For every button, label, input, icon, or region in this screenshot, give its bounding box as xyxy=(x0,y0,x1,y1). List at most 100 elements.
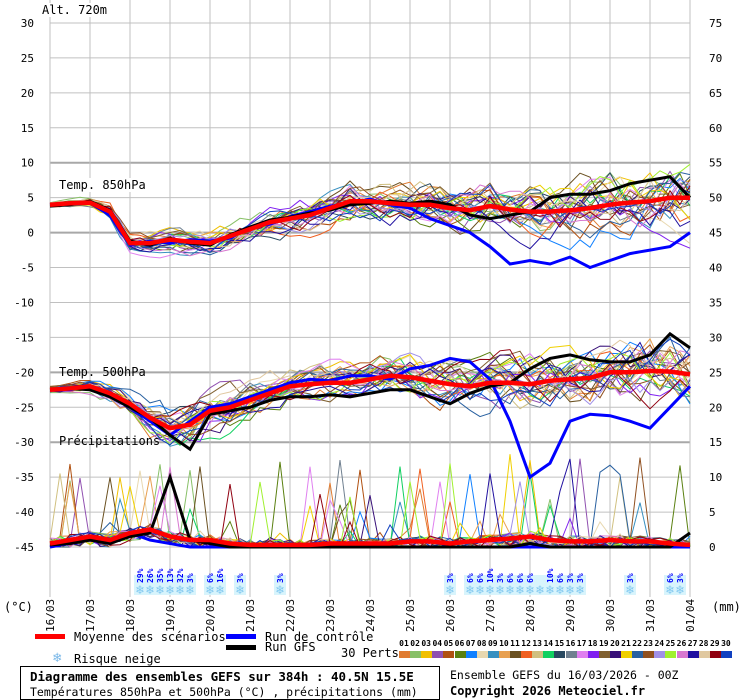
member-number: 29 xyxy=(709,639,720,648)
snow-risk-percent: 3% xyxy=(626,573,635,583)
mean-t500-line xyxy=(49,368,691,431)
left-tick-label: 15 xyxy=(21,122,34,135)
member-swatch xyxy=(421,651,433,658)
member-19-t500-line xyxy=(49,350,691,424)
member-number: 18 xyxy=(587,639,598,648)
copyright: Copyright 2026 Meteociel.fr xyxy=(450,684,646,698)
member-swatch xyxy=(410,651,422,658)
member-swatch xyxy=(698,651,710,658)
snowflake-icon: ❄ xyxy=(475,583,484,598)
right-tick-label: 60 xyxy=(709,122,722,135)
snowflake-icon: ❄ xyxy=(675,583,684,598)
snow-risk-percent: 3% xyxy=(496,573,505,583)
date-tick-label: 31/03 xyxy=(644,599,657,632)
panel-label-850: Temp. 850hPa xyxy=(59,178,146,192)
right-tick-label: 40 xyxy=(709,262,722,275)
right-tick-label: 0 xyxy=(709,541,716,554)
member-number: 10 xyxy=(499,639,509,648)
snow-risk-percent: 3% xyxy=(576,573,585,583)
snow-risk-percent: 3% xyxy=(676,573,685,583)
legend-gfs-swatch xyxy=(226,645,256,650)
left-tick-label: -35 xyxy=(14,471,34,484)
snowflake-icon: ❄ xyxy=(205,583,214,598)
right-tick-label: 20 xyxy=(709,401,722,414)
member-27-t500-line xyxy=(49,341,691,425)
member-07-t500-line xyxy=(49,341,691,422)
member-number: 19 xyxy=(598,639,609,648)
panel-label-500: Temp. 500hPa xyxy=(59,365,146,379)
member-number: 24 xyxy=(654,639,665,648)
snow-risk-bg xyxy=(554,575,566,595)
member-number: 21 xyxy=(621,639,631,648)
left-tick-label: 20 xyxy=(21,87,34,100)
snow-risk-percent: 3% xyxy=(236,573,245,583)
main-lines xyxy=(49,175,692,549)
snow-risk-percent: 6% xyxy=(526,573,535,583)
snow-risk-bg xyxy=(624,575,636,595)
snowflake-icon: ❄ xyxy=(515,583,524,598)
member-number: 04 xyxy=(432,639,443,648)
member-30-t850-line xyxy=(49,184,691,253)
member-swatch xyxy=(687,651,699,658)
date-tick-label: 29/03 xyxy=(564,599,577,632)
altitude-label: Alt. 720m xyxy=(42,3,108,17)
snow-risk-bg xyxy=(204,575,216,595)
legend-perts-label: 30 Perts. xyxy=(341,646,407,660)
legend-mean-label: Moyenne des scénarios xyxy=(74,630,226,644)
snow-risk-bg xyxy=(144,575,156,595)
snowflake-icon: ❄ xyxy=(525,583,534,598)
snowflake-icon: ❄ xyxy=(53,650,62,666)
member-number: 30 xyxy=(721,639,731,648)
snowflake-icon: ❄ xyxy=(185,583,194,598)
left-tick-label: -15 xyxy=(14,331,34,344)
date-tick-label: 28/03 xyxy=(524,599,537,632)
snow-risk-bg xyxy=(504,575,516,595)
member-number: 05 xyxy=(443,639,454,648)
member-swatch xyxy=(576,651,588,658)
snow-risk-bg xyxy=(444,575,456,595)
right-tick-label: 50 xyxy=(709,192,722,205)
member-swatch xyxy=(554,651,566,658)
snow-risk-percent: 10% xyxy=(546,568,555,583)
snow-risk-percent: 6% xyxy=(556,573,565,583)
snow-risk-bg xyxy=(184,575,196,595)
legend-gfs-label: Run GFS xyxy=(265,640,316,654)
member-swatch xyxy=(643,651,655,658)
snow-risk-percent: 6% xyxy=(466,573,475,583)
snow-risk-bg xyxy=(524,575,536,595)
snow-risk-bg xyxy=(464,575,476,595)
snow-risk-percent: 6% xyxy=(506,573,515,583)
member-swatch xyxy=(532,651,544,658)
left-tick-label: -20 xyxy=(14,366,34,379)
mean-t850-line xyxy=(49,195,690,246)
left-tick-label: -30 xyxy=(14,436,34,449)
left-tick-label: 5 xyxy=(27,192,34,205)
member-swatch xyxy=(676,651,688,658)
snow-risk-percent: 13% xyxy=(166,568,175,583)
date-tick-label: 18/03 xyxy=(124,599,137,632)
member-24-t500-line xyxy=(49,352,691,428)
left-tick-label: -10 xyxy=(14,296,34,309)
legend-control-swatch xyxy=(226,634,256,639)
legend-mean-swatch xyxy=(35,634,65,639)
snow-risk-percent: 29% xyxy=(136,568,145,583)
snow-risk-bg xyxy=(274,575,286,595)
date-tick-label: 17/03 xyxy=(84,599,97,632)
member-17-precip-line xyxy=(49,466,690,548)
snow-risk-bg xyxy=(134,575,146,595)
snow-risk-percent: 6% xyxy=(206,573,215,583)
left-tick-label: 30 xyxy=(21,17,34,30)
date-tick-label: 27/03 xyxy=(484,599,497,632)
member-swatch xyxy=(476,651,488,658)
member-number: 07 xyxy=(465,639,476,648)
date-tick-label: 19/03 xyxy=(164,599,177,632)
member-30-t500-line xyxy=(49,338,691,446)
member-number: 11 xyxy=(510,639,520,648)
member-swatch xyxy=(521,651,533,658)
snow-risk-bg xyxy=(234,575,246,595)
member-swatch xyxy=(709,651,721,658)
right-axis-unit: (mm) xyxy=(712,600,740,614)
member-number: 09 xyxy=(487,639,498,648)
snowflake-icon: ❄ xyxy=(625,583,634,598)
